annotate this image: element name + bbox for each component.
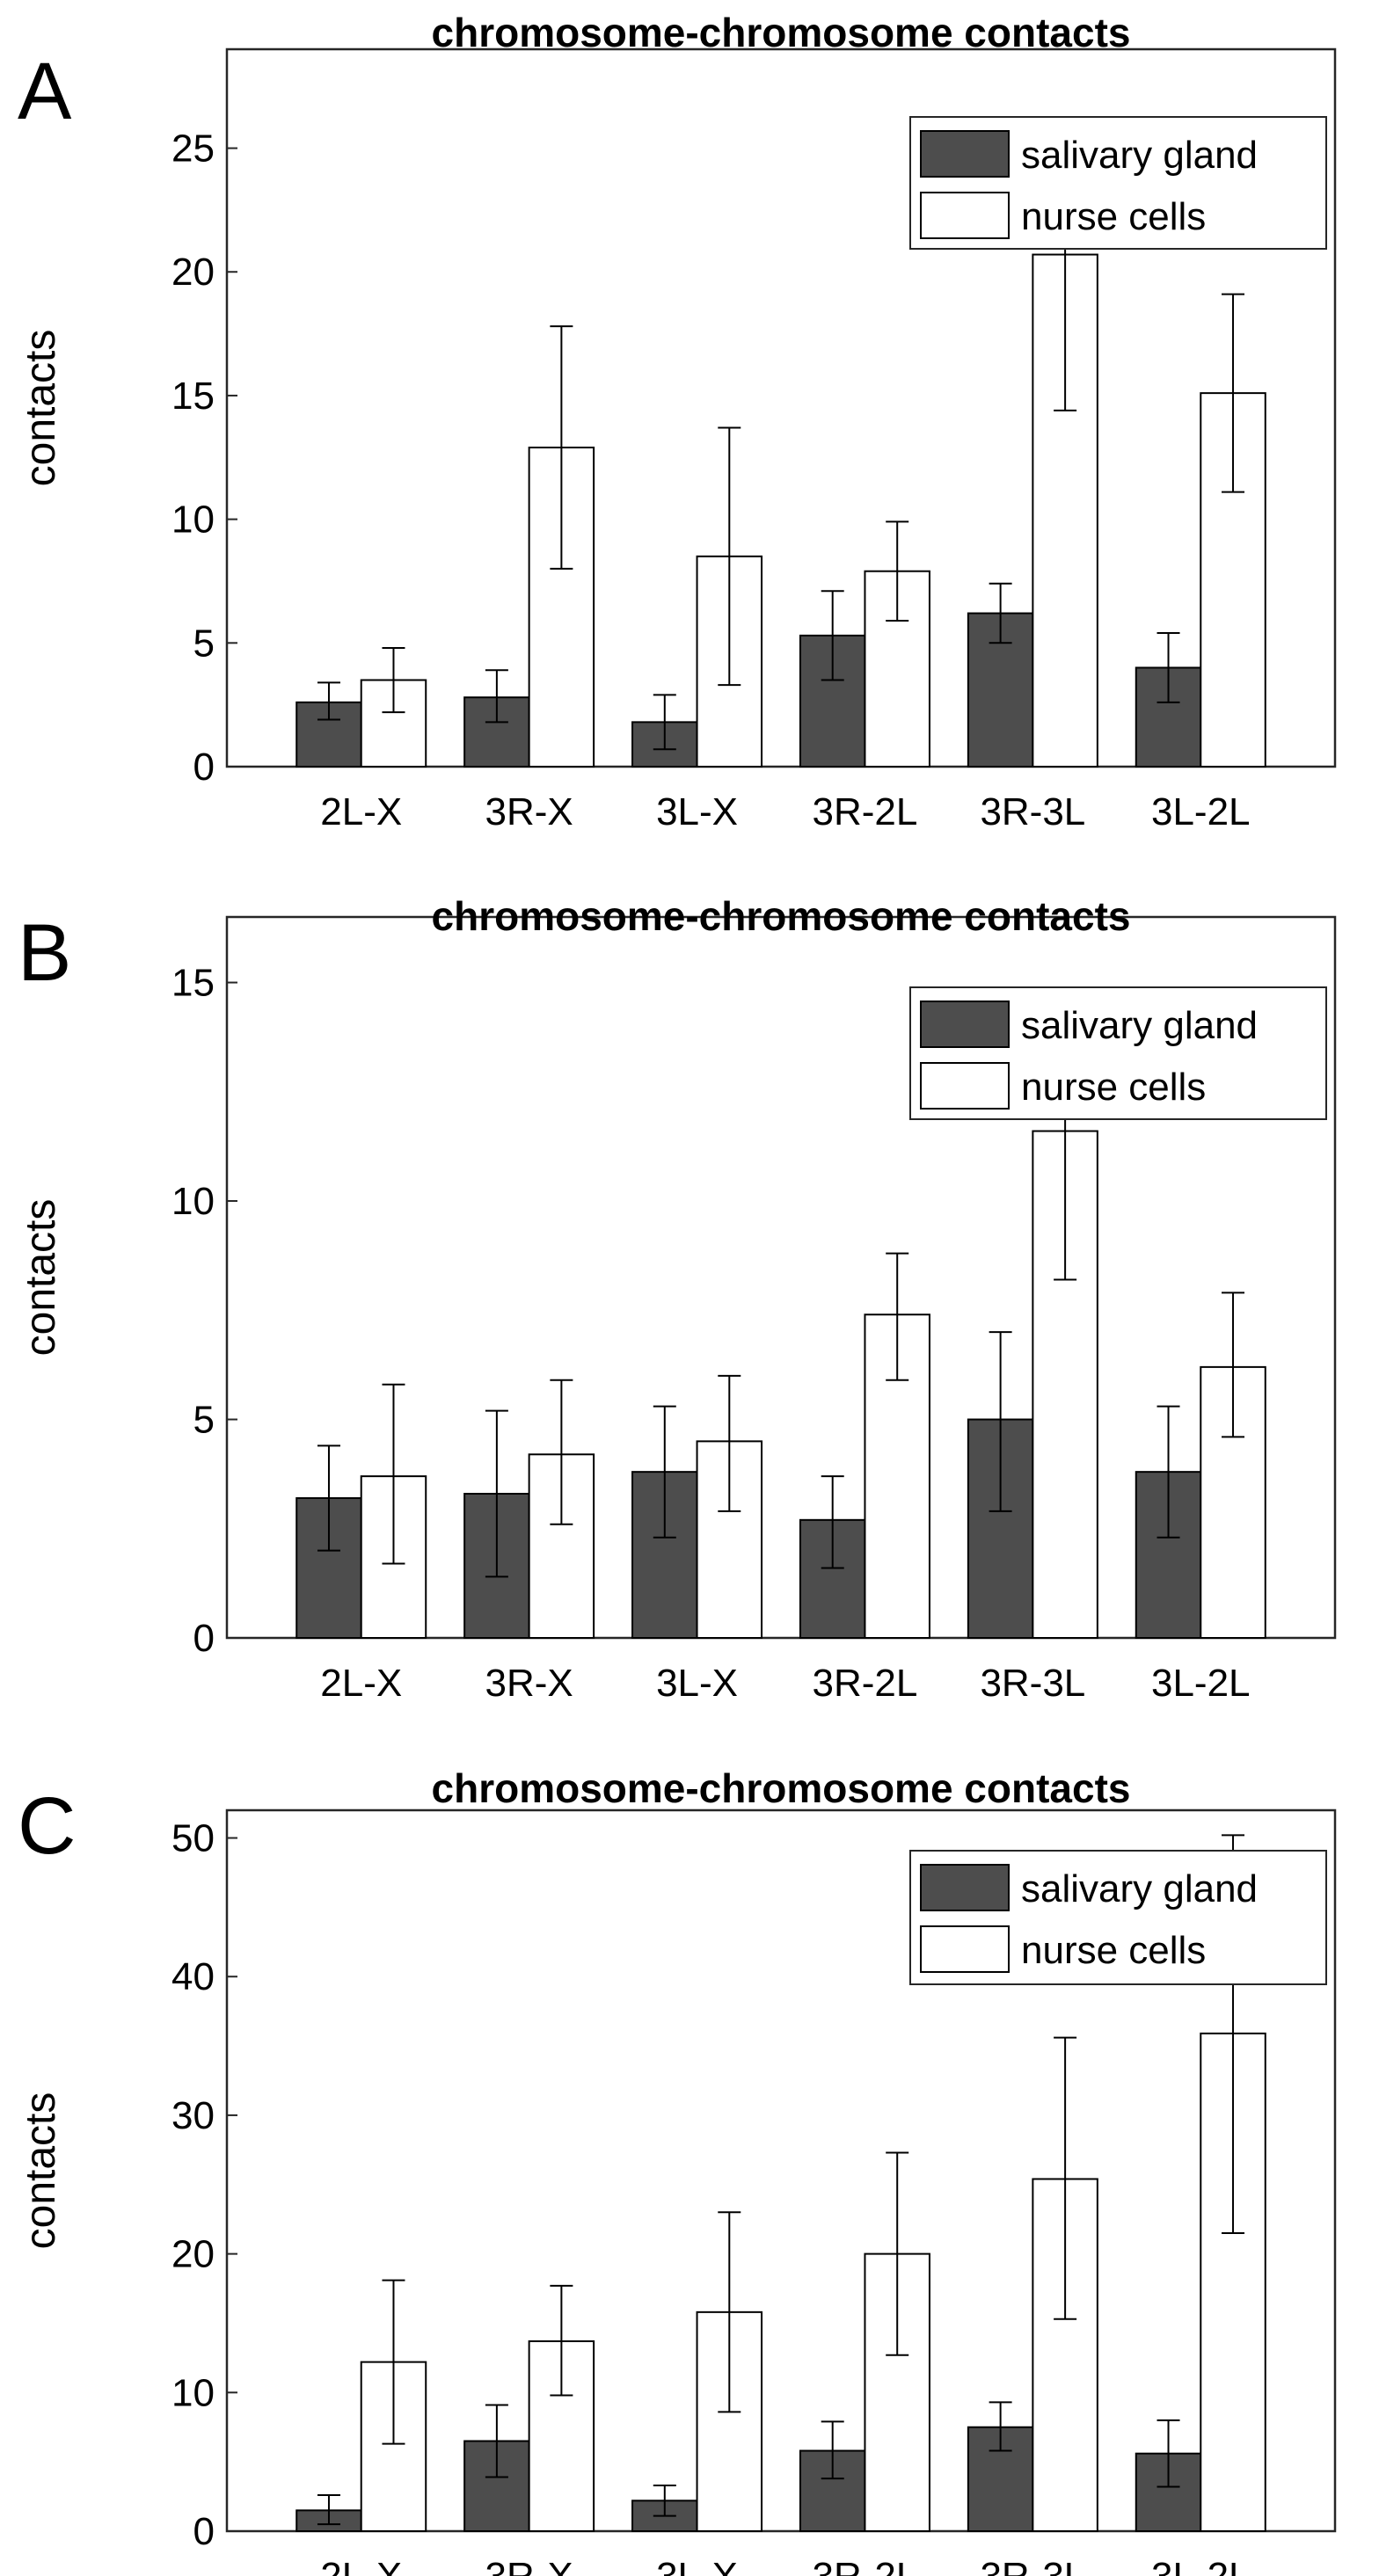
x-tick-label: 3L-X [656,790,738,833]
legend-label-salivary-gland: salivary gland [1021,1867,1258,1910]
legend-swatch-salivary-gland [920,1864,1010,1911]
y-tick-label: 10 [171,498,215,542]
y-tick-label: 20 [171,2233,215,2276]
x-tick-label: 3R-2L [813,790,918,833]
y-tick-label: 10 [171,1180,215,1223]
legend-swatch-nurse-cells [920,1062,1010,1110]
y-axis-label: contacts [18,330,64,487]
legend-swatch-salivary-gland [920,1001,1010,1048]
y-tick-label: 5 [193,1399,215,1442]
x-tick-label: 2L-X [320,2555,402,2576]
x-tick-label: 3R-X [485,1662,573,1705]
y-tick-label: 0 [193,746,215,789]
legend-label-salivary-gland: salivary gland [1021,1004,1258,1047]
legend-label-salivary-gland: salivary gland [1021,134,1258,177]
y-axis-label: contacts [18,1199,64,1357]
x-tick-label: 3L-X [656,2555,738,2576]
x-tick-label: 3L-2L [1151,1662,1251,1705]
y-axis-label: contacts [18,2092,64,2250]
x-tick-label: 2L-X [320,790,402,833]
x-tick-label: 3L-2L [1151,790,1251,833]
x-tick-label: 3R-2L [813,1662,918,1705]
legend-swatch-salivary-gland [920,130,1010,178]
legend-swatch-nurse-cells [920,192,1010,239]
chart-title: chromosome-chromosome contacts [432,1765,1131,1811]
y-tick-label: 40 [171,1955,215,1998]
legend-label-nurse-cells: nurse cells [1021,1066,1206,1109]
legend-label-nurse-cells: nurse cells [1021,1929,1206,1972]
y-tick-label: 5 [193,622,215,665]
x-tick-label: 3R-X [485,2555,573,2576]
y-tick-label: 0 [193,2510,215,2553]
x-tick-label: 3R-3L [980,1662,1085,1705]
plot-area [225,1808,1337,2533]
legend-label-nurse-cells: nurse cells [1021,195,1206,238]
y-tick-label: 15 [171,375,215,418]
x-tick-label: 3L-2L [1151,2555,1251,2576]
plot-area [225,915,1337,1640]
y-tick-label: 30 [171,2094,215,2137]
y-tick-label: 50 [171,1817,215,1860]
chart-title: chromosome-chromosome contacts [432,893,1131,939]
plot-area [225,47,1337,768]
panel-label: C [18,1781,76,1871]
x-tick-label: 3R-3L [980,2555,1085,2576]
chart-title: chromosome-chromosome contacts [432,10,1131,55]
panel-label: A [18,47,72,136]
legend-swatch-nurse-cells [920,1925,1010,1973]
x-tick-label: 3R-3L [980,790,1085,833]
x-tick-label: 3R-2L [813,2555,918,2576]
y-tick-label: 25 [171,127,215,171]
y-tick-label: 10 [171,2371,215,2414]
x-tick-label: 3R-X [485,790,573,833]
y-tick-label: 0 [193,1617,215,1660]
panel-label: B [18,908,71,998]
x-tick-label: 3L-X [656,1662,738,1705]
x-tick-label: 2L-X [320,1662,402,1705]
y-tick-label: 15 [171,962,215,1005]
y-tick-label: 20 [171,251,215,294]
